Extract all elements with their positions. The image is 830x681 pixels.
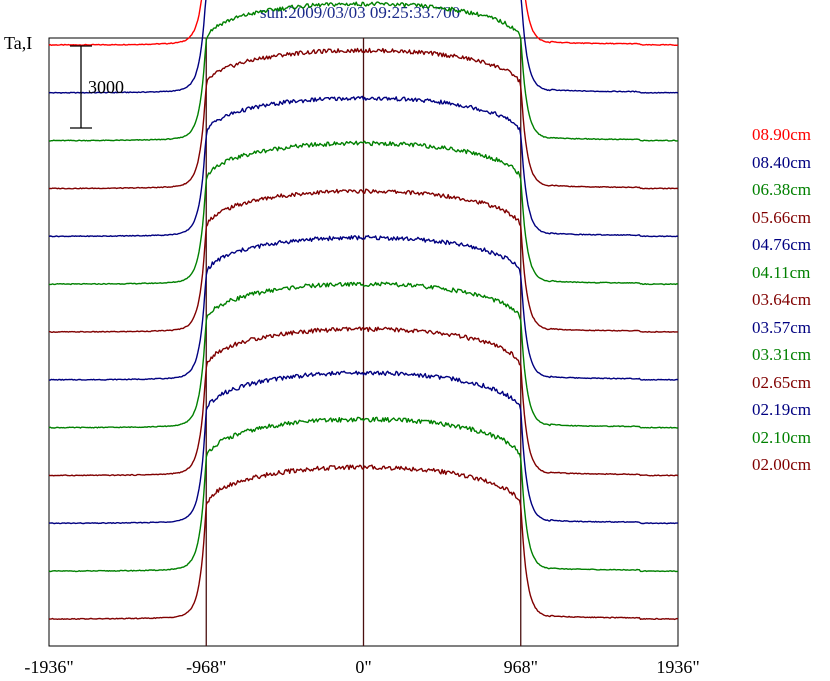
series-line-03-64cm — [48, 188, 678, 333]
x-tick-label: -1936" — [24, 657, 73, 677]
legend-item: 02.19cm — [752, 400, 812, 419]
legend-item: 02.65cm — [752, 372, 812, 392]
scale-bar: 3000 — [70, 45, 124, 129]
series-line-03-57cm — [49, 234, 679, 381]
series-line-02-19cm — [49, 370, 678, 525]
series-line-02-65cm — [48, 326, 679, 477]
scale-bar-label: 3000 — [88, 77, 124, 97]
legend-item: 02.00cm — [752, 455, 812, 474]
series-line-03-31cm — [48, 281, 678, 429]
legend-item: 08.40cm — [752, 152, 812, 172]
legend-item: 06.38cm — [752, 180, 812, 199]
legend-item: 04.76cm — [752, 235, 812, 254]
series-line-08-40cm — [48, 0, 679, 94]
x-tick-label: -968" — [186, 657, 226, 677]
series-line-02-10cm — [48, 416, 679, 573]
series-line-02-00cm — [48, 464, 679, 621]
legend-item: 08.90cm — [752, 125, 812, 144]
series-line-06-38cm — [49, 1, 679, 142]
legend-item: 05.66cm — [752, 207, 812, 227]
legend-item: 03.64cm — [752, 290, 812, 309]
series-line-05-66cm — [48, 47, 679, 190]
series-line-04-76cm — [48, 95, 679, 238]
series-line-08-90cm — [48, 0, 679, 46]
x-tick-label: 968" — [504, 657, 538, 677]
x-tick-label: 1936" — [656, 657, 699, 677]
legend-item: 03.31cm — [752, 345, 812, 364]
y-axis-label: Ta,I — [4, 33, 33, 53]
series-line-04-11cm — [48, 140, 679, 286]
legend-item: 04.11cm — [752, 262, 811, 282]
legend: 08.90cm 08.40cm 06.38cm 05.66cm 04.76cm 04.11… — [752, 121, 811, 479]
legend-item: 03.57cm — [752, 317, 812, 337]
x-tick-label: 0" — [355, 657, 371, 677]
legend-item: 02.10cm — [752, 427, 812, 447]
